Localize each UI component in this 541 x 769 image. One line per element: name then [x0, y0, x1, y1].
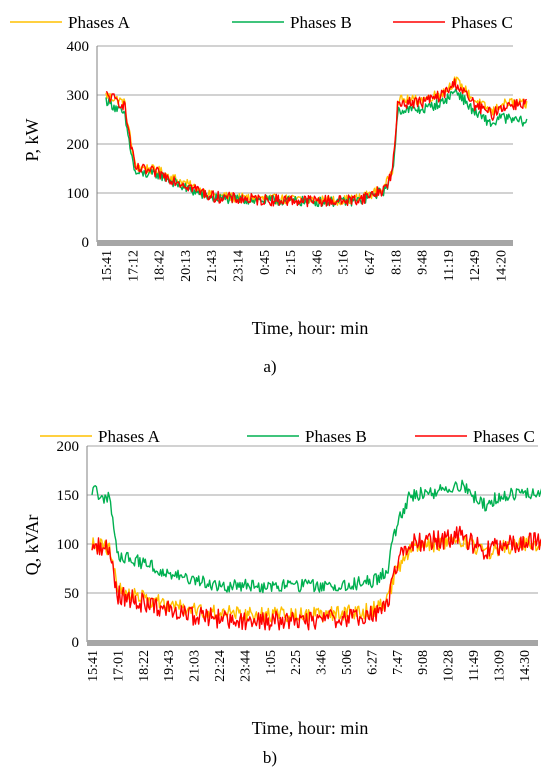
x-tick-label: 1:05 [264, 650, 279, 675]
x-tick-label: 18:42 [153, 250, 168, 282]
y-tick-label: 400 [67, 39, 90, 55]
y-tick-label: 300 [67, 88, 90, 104]
y-tick-label: 200 [67, 137, 90, 153]
x-tick-label: 17:12 [126, 250, 141, 282]
x-tick-label: 9:48 [416, 250, 431, 275]
x-tick-label: 5:06 [340, 650, 355, 675]
chart-b-y-ticks: 0 50 100 150 200 [57, 439, 80, 651]
chart-a-series [105, 76, 528, 208]
series-line-2 [105, 88, 528, 208]
chart-a-x-axis-title: Time, hour: min [252, 318, 369, 338]
chart-a-legend: Phases A Phases B Phases C [10, 13, 513, 32]
x-tick-label: 2:25 [289, 650, 304, 675]
x-tick-label: 2:15 [284, 250, 299, 275]
x-tick-label: 7:47 [391, 650, 406, 675]
chart-b-axis [86, 446, 538, 646]
x-tick-label: 13:09 [492, 650, 507, 682]
x-tick-label: 11:19 [442, 250, 457, 281]
chart-a-axis [96, 46, 513, 246]
legend-label-3: Phases C [451, 13, 513, 32]
series-line-3 [105, 78, 528, 208]
legend-label-3: Phases C [473, 427, 535, 446]
x-tick-label: 3:46 [310, 250, 325, 275]
x-tick-label: 19:43 [162, 650, 177, 682]
chart-b-reactive-power: Phases A Phases B Phases C 0 50 100 150 200 15… [22, 427, 541, 767]
chart-b-series [91, 479, 541, 631]
x-tick-label: 11:49 [467, 650, 482, 681]
legend-label-1: Phases A [68, 13, 131, 32]
x-tick-label: 6:47 [363, 250, 378, 275]
legend-label-2: Phases B [305, 427, 367, 446]
x-axis-bar [97, 240, 513, 246]
y-tick-label: 150 [57, 488, 80, 504]
x-tick-label: 21:03 [188, 650, 203, 682]
y-tick-label: 0 [72, 635, 80, 651]
x-tick-label: 21:43 [205, 250, 220, 282]
x-tick-label: 22:24 [213, 650, 228, 682]
series-line-1 [105, 76, 528, 206]
chart-b-y-axis-title: Q, kVAr [22, 515, 42, 576]
x-tick-label: 15:41 [100, 250, 115, 282]
chart-b-caption: b) [263, 748, 277, 767]
x-tick-label: 3:46 [315, 650, 330, 675]
series-line-3 [91, 525, 541, 631]
x-axis-bar [87, 640, 538, 646]
x-tick-label: 0:45 [258, 250, 273, 275]
chart-a-y-axis-title: P, kW [22, 118, 42, 161]
x-tick-label: 23:44 [238, 650, 253, 682]
x-tick-label: 6:27 [365, 650, 380, 675]
x-tick-label: 10:28 [442, 650, 457, 682]
y-tick-label: 100 [57, 537, 80, 553]
x-tick-label: 14:30 [518, 650, 533, 682]
series-line-2 [91, 479, 541, 594]
chart-a-caption: a) [263, 357, 276, 376]
x-tick-label: 9:08 [416, 650, 431, 675]
x-tick-label: 14:20 [495, 250, 510, 282]
chart-a-active-power: Phases A Phases B Phases C 0 100 200 300 400 1… [10, 13, 528, 376]
legend-label-2: Phases B [290, 13, 352, 32]
x-tick-label: 20:13 [179, 250, 194, 282]
x-tick-label: 12:49 [468, 250, 483, 282]
y-tick-label: 50 [64, 586, 79, 602]
legend-label-1: Phases A [98, 427, 161, 446]
x-tick-label: 8:18 [389, 250, 404, 275]
chart-a-y-ticks: 0 100 200 300 400 [67, 39, 90, 251]
x-tick-label: 23:14 [232, 250, 247, 282]
x-tick-label: 5:16 [337, 250, 352, 275]
series-line-1 [91, 534, 541, 623]
chart-b-x-ticks: 15:41 17:01 18:22 19:43 21:03 22:24 23:44 1:05 2… [86, 650, 533, 682]
x-tick-label: 18:22 [137, 650, 152, 682]
x-tick-label: 17:01 [111, 650, 126, 682]
chart-b-legend: Phases A Phases B Phases C [40, 427, 535, 446]
chart-a-x-ticks: 15:41 17:12 18:42 20:13 21:43 23:14 0:45 2:15 3:… [100, 250, 510, 282]
y-tick-label: 200 [57, 439, 80, 455]
x-tick-label: 15:41 [86, 650, 101, 682]
y-tick-label: 100 [67, 186, 90, 202]
chart-b-x-axis-title: Time, hour: min [252, 718, 369, 738]
y-tick-label: 0 [82, 235, 90, 251]
